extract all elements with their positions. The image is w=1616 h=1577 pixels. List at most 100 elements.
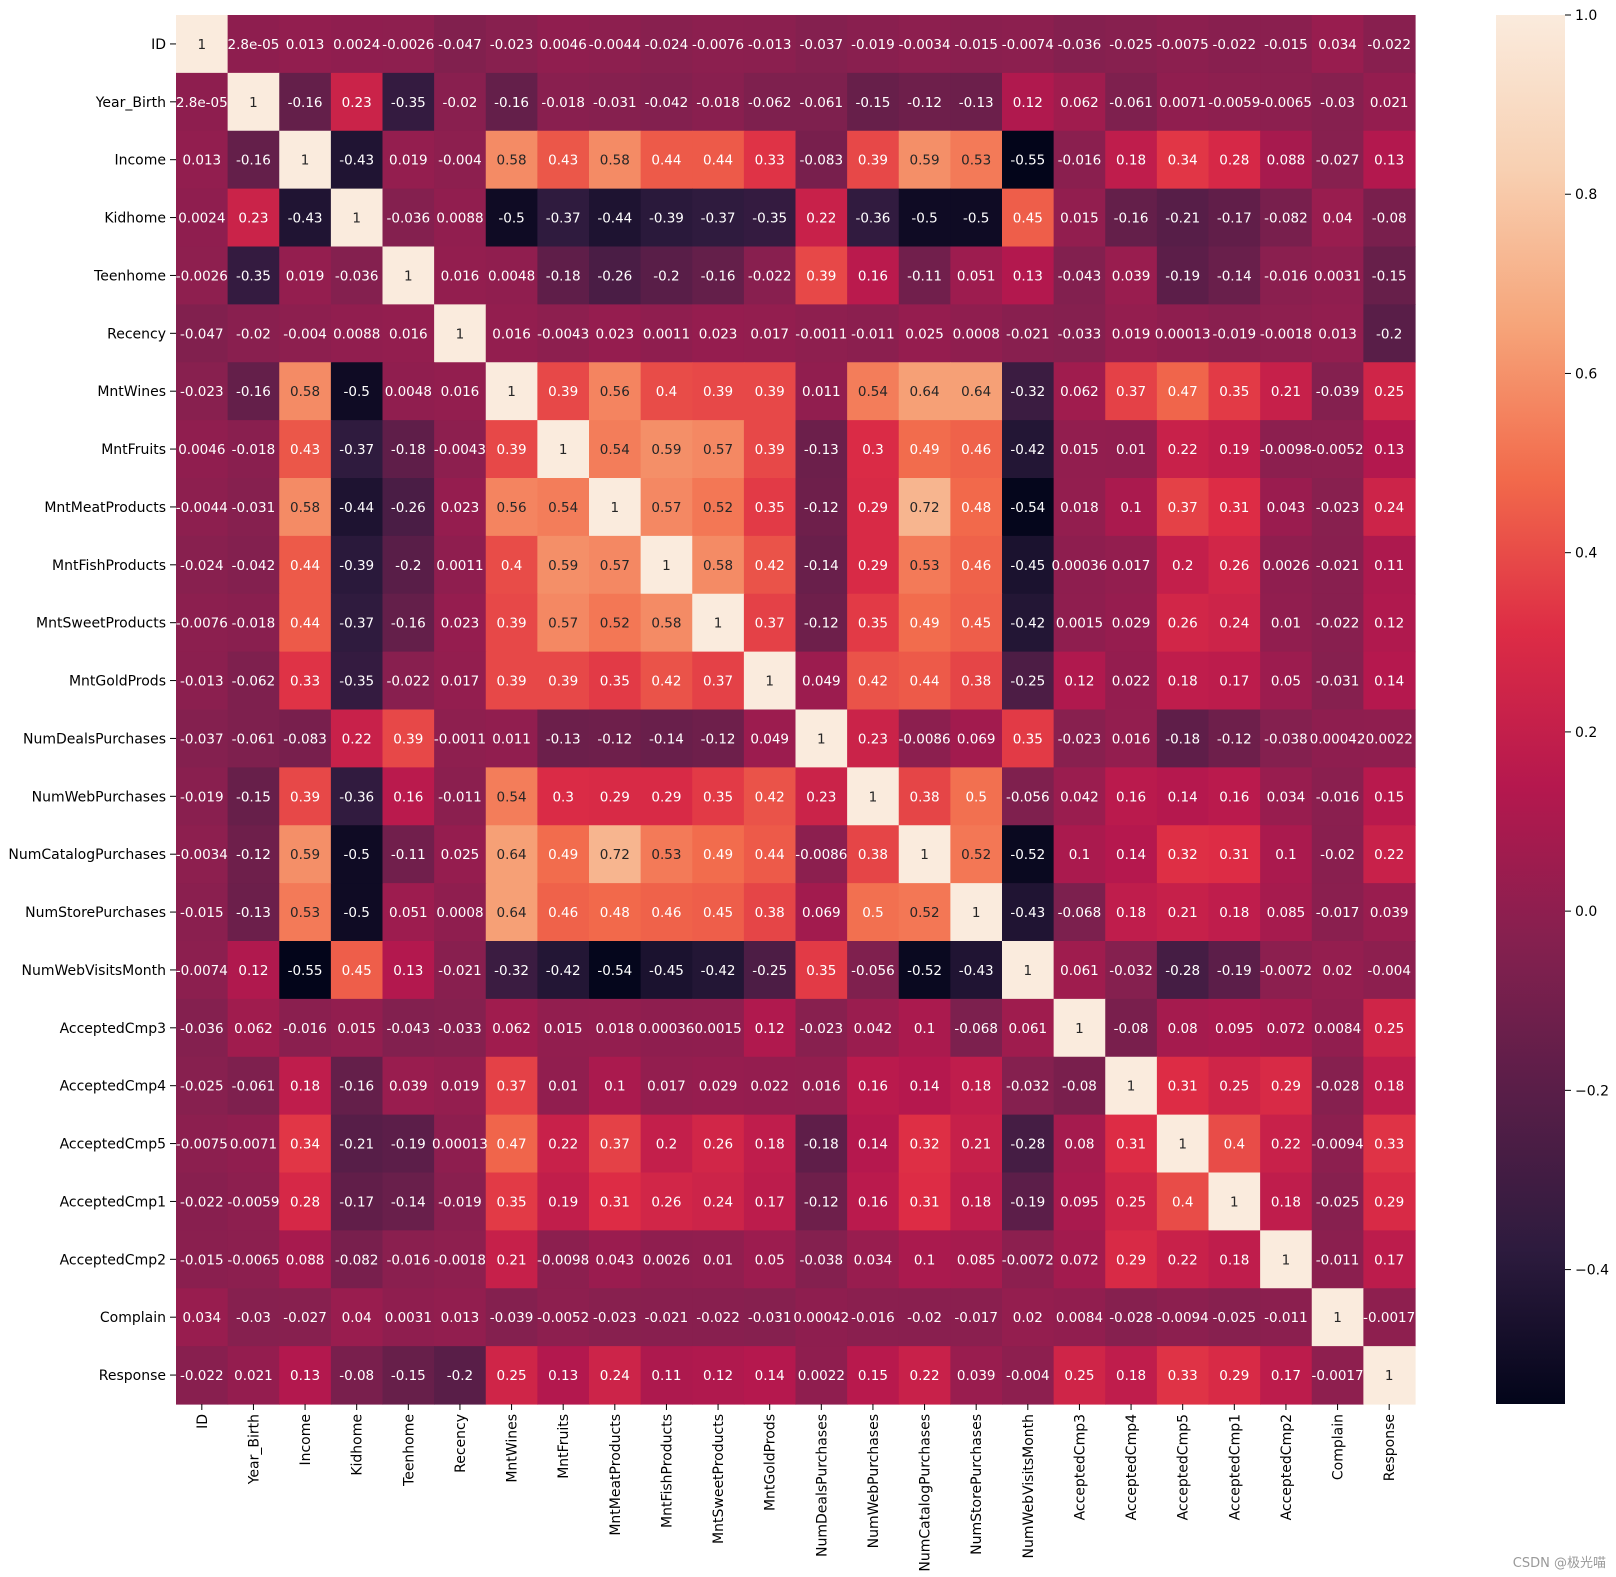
heatmap-cell bbox=[1002, 941, 1055, 1000]
cell-annotation: 0.018 bbox=[1060, 500, 1099, 516]
cell-annotation: -0.0011 bbox=[795, 326, 847, 342]
heatmap-cell bbox=[1105, 535, 1158, 595]
heatmap-cell bbox=[227, 420, 280, 479]
cell-annotation: 0.019 bbox=[1112, 326, 1151, 342]
heatmap-cell bbox=[434, 651, 487, 711]
heatmap-cell bbox=[692, 825, 745, 884]
heatmap-cell bbox=[330, 651, 384, 711]
cell-annotation: -0.021 bbox=[1006, 326, 1050, 342]
heatmap-cell bbox=[1156, 593, 1210, 653]
heatmap-cell bbox=[692, 1056, 745, 1116]
heatmap-cell bbox=[537, 188, 590, 248]
heatmap-cell bbox=[1208, 825, 1261, 884]
heatmap-cell bbox=[795, 1114, 848, 1174]
cell-annotation: 1 bbox=[920, 847, 929, 863]
cell-annotation: 0.01 bbox=[703, 1252, 733, 1268]
heatmap-cell bbox=[640, 188, 693, 248]
cell-annotation: 0.0031 bbox=[385, 1310, 432, 1326]
heatmap-cell bbox=[434, 1172, 487, 1231]
heatmap-cell bbox=[795, 593, 848, 653]
cell-annotation: -0.016 bbox=[1316, 789, 1360, 805]
cell-annotation: 0.35 bbox=[858, 616, 888, 632]
heatmap-cell bbox=[1156, 1346, 1210, 1405]
cell-annotation: 0.47 bbox=[1168, 384, 1198, 400]
cell-annotation: 0.11 bbox=[651, 1368, 681, 1384]
cell-annotation: -0.004 bbox=[438, 153, 482, 169]
cell-annotation: -0.08 bbox=[339, 1368, 374, 1384]
heatmap-cell bbox=[1002, 1172, 1055, 1231]
cell-annotation: 0.029 bbox=[1112, 616, 1151, 632]
cell-annotation: 0.049 bbox=[802, 674, 841, 690]
heatmap-cell bbox=[537, 304, 590, 363]
cell-annotation: 0.37 bbox=[497, 1079, 527, 1095]
heatmap-cell bbox=[743, 15, 797, 74]
heatmap-cell bbox=[589, 478, 642, 537]
heatmap-cell bbox=[485, 535, 538, 595]
heatmap-cell bbox=[640, 478, 693, 537]
cell-annotation: -0.011 bbox=[1264, 1310, 1308, 1326]
cell-annotation: 0.18 bbox=[961, 1079, 991, 1095]
heatmap-cell bbox=[1156, 651, 1210, 711]
heatmap-cell bbox=[1105, 651, 1158, 711]
cell-annotation: 1 bbox=[249, 95, 258, 111]
cell-annotation: 0.015 bbox=[1060, 442, 1099, 458]
heatmap-cell bbox=[950, 246, 1003, 305]
cell-annotation: -0.082 bbox=[1264, 211, 1308, 227]
y-tick-label: AcceptedCmp3 bbox=[60, 1021, 166, 1037]
cell-annotation: 0.16 bbox=[393, 789, 423, 805]
heatmap-cell bbox=[898, 941, 951, 1000]
heatmap-cell bbox=[227, 651, 280, 711]
cell-annotation: -0.025 bbox=[1213, 1310, 1257, 1326]
heatmap-cell bbox=[227, 825, 280, 884]
cell-annotation: -0.14 bbox=[391, 1194, 426, 1210]
heatmap-cell bbox=[382, 767, 435, 826]
cell-annotation: -0.45 bbox=[1010, 558, 1045, 574]
cell-annotation: -0.17 bbox=[1217, 211, 1252, 227]
cell-annotation: -0.028 bbox=[1109, 1310, 1153, 1326]
cell-annotation: -0.023 bbox=[1316, 500, 1360, 516]
cell-annotation: -0.042 bbox=[232, 558, 276, 574]
heatmap-cell bbox=[589, 304, 642, 363]
cell-annotation: -0.18 bbox=[804, 1137, 839, 1153]
cell-annotation: -0.5 bbox=[344, 905, 370, 921]
heatmap-cell bbox=[330, 767, 384, 826]
heatmap-cell bbox=[279, 709, 332, 768]
cell-annotation: 0.59 bbox=[548, 558, 578, 574]
heatmap-cell bbox=[537, 535, 590, 595]
heatmap-cell bbox=[434, 15, 487, 74]
cell-annotation: 0.4 bbox=[656, 384, 677, 400]
heatmap-cell bbox=[692, 709, 745, 768]
cell-annotation: 0.35 bbox=[497, 1194, 527, 1210]
cell-annotation: -0.18 bbox=[1165, 731, 1200, 747]
heatmap-cell bbox=[640, 1114, 693, 1174]
cell-annotation: -0.082 bbox=[335, 1252, 379, 1268]
heatmap-cell bbox=[279, 941, 332, 1000]
cell-annotation: 0.57 bbox=[651, 500, 681, 516]
heatmap-cell bbox=[743, 1230, 797, 1289]
cell-annotation: 0.23 bbox=[806, 789, 836, 805]
heatmap-cell bbox=[692, 72, 745, 132]
cell-annotation: 0.013 bbox=[182, 153, 221, 169]
colorbar-tick-label: 0.0 bbox=[1575, 904, 1597, 920]
cell-annotation: 0.0084 bbox=[1314, 1021, 1361, 1037]
heatmap-cell bbox=[330, 130, 384, 190]
cell-annotation: 0.025 bbox=[441, 847, 480, 863]
cell-annotation: 0.3 bbox=[552, 789, 573, 805]
heatmap-cell bbox=[1260, 130, 1313, 190]
cell-annotation: -0.43 bbox=[288, 211, 323, 227]
heatmap-cell bbox=[485, 304, 538, 363]
cell-annotation: 0.016 bbox=[389, 326, 428, 342]
heatmap-cell bbox=[176, 535, 229, 595]
heatmap-cell bbox=[382, 362, 435, 421]
cell-annotation: 1 bbox=[352, 211, 361, 227]
heatmap-cell bbox=[537, 709, 590, 768]
cell-annotation: 0.13 bbox=[1013, 268, 1043, 284]
cell-annotation: 0.32 bbox=[910, 1137, 940, 1153]
cell-annotation: -0.043 bbox=[1058, 268, 1102, 284]
heatmap-cell bbox=[743, 593, 797, 653]
cell-annotation: 0.29 bbox=[1116, 1252, 1146, 1268]
cell-annotation: 1 bbox=[869, 789, 878, 805]
heatmap-cell bbox=[1002, 1056, 1055, 1116]
heatmap-cell bbox=[279, 651, 332, 711]
heatmap-cell bbox=[1053, 420, 1106, 479]
